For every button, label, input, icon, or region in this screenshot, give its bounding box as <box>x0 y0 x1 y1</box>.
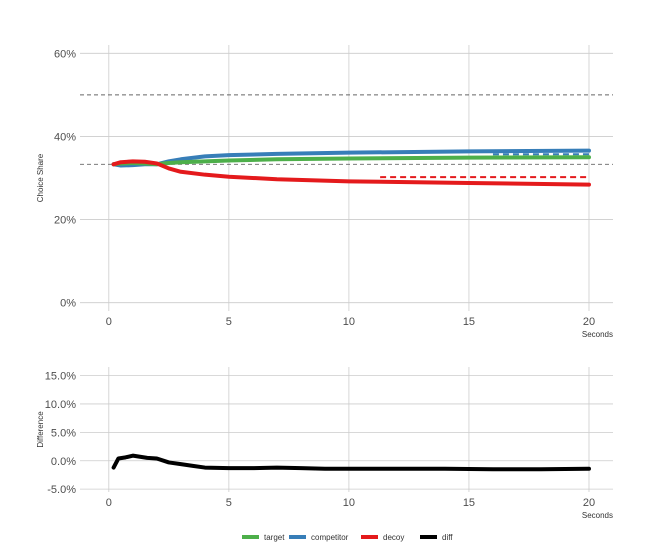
y-axis-title: Choice Share <box>36 153 45 202</box>
x-tick-label: 10 <box>343 497 355 509</box>
x-tick-label: 15 <box>463 316 475 328</box>
x-tick-label: 15 <box>463 497 475 509</box>
y-tick-label: 20% <box>54 215 76 227</box>
x-tick-label: 0 <box>106 497 112 509</box>
y-tick-label: 60% <box>54 48 76 60</box>
diff-series-line <box>111 453 591 472</box>
y-tick-label: 40% <box>54 131 76 143</box>
legend: target competitor decoy diff <box>242 533 453 542</box>
x-axis-title: Seconds <box>582 511 613 520</box>
x-tick-label: 5 <box>226 316 232 328</box>
x-axis-title: Seconds <box>582 330 613 339</box>
decoy-series-line <box>111 159 591 187</box>
x-tick-label: 20 <box>583 497 595 509</box>
difference-panel: -5.0% 0.0% 5.0% 10.0% 15.0% 0 5 10 15 20 Differenc… <box>36 367 613 520</box>
x-tick-label: 5 <box>226 497 232 509</box>
y-tick-label: 10.0% <box>45 399 76 411</box>
y-tick-label: -5.0% <box>47 484 76 496</box>
target-legend-label: target <box>264 533 285 542</box>
x-tick-label: 20 <box>583 316 595 328</box>
y-tick-label: 5.0% <box>51 427 76 439</box>
competitor-legend-label: competitor <box>311 533 349 542</box>
diff-legend-label: diff <box>442 533 453 542</box>
y-tick-label: 0% <box>60 298 76 310</box>
x-tick-label: 10 <box>343 316 355 328</box>
x-tick-label: 0 <box>106 316 112 328</box>
competitor-series-line <box>111 148 591 168</box>
y-axis-title: Difference <box>36 411 45 448</box>
choice-share-panel: 0% 20% 40% 60% 0 5 10 15 20 Choice Share Seconds <box>36 45 613 339</box>
y-tick-label: 15.0% <box>45 371 76 383</box>
y-tick-label: 0.0% <box>51 456 76 468</box>
decoy-legend-label: decoy <box>383 533 404 542</box>
